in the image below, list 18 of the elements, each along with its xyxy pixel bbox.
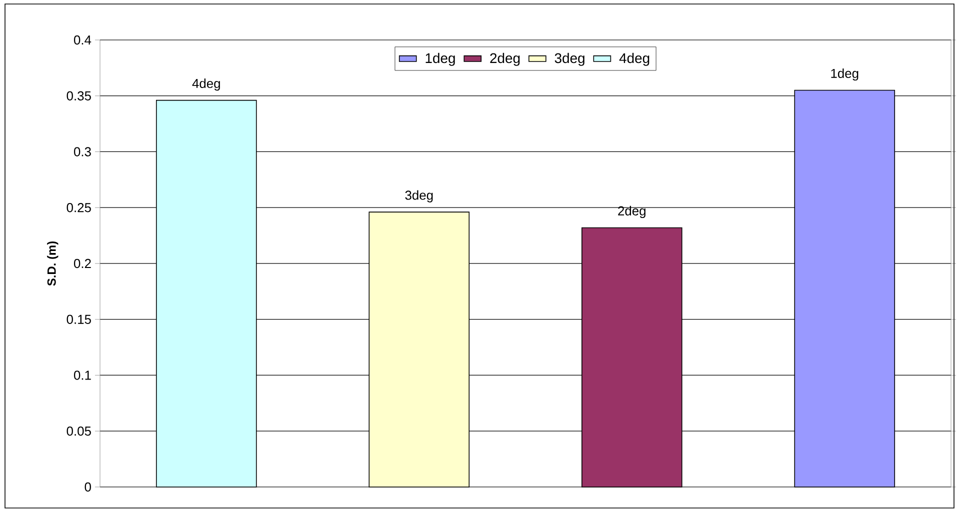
y-tick-label: 0.2: [74, 258, 91, 268]
y-tick-label: 0.05: [66, 426, 91, 436]
text: 2deg: [618, 206, 646, 218]
legend-label: 1deg: [426, 52, 455, 66]
y-tick-label: 0.25: [66, 203, 91, 212]
text: 4deg: [192, 78, 220, 91]
y-tick-label: 0.4: [74, 35, 92, 45]
legend-label: 3deg: [554, 52, 584, 66]
y-tick-label: 0.35: [66, 91, 91, 100]
legend-label: 2deg: [490, 52, 520, 66]
y-axis-title: S.D. (m): [47, 242, 58, 286]
y-tick-label: 0: [84, 482, 91, 492]
y-tick-label: 0.15: [66, 314, 91, 324]
text: 3deg: [405, 190, 433, 202]
legend-label: 4deg: [619, 52, 650, 66]
y-tick-label: 0.1: [74, 370, 91, 380]
text: 1deg: [831, 68, 858, 81]
y-tick-label: 0.3: [74, 147, 91, 156]
